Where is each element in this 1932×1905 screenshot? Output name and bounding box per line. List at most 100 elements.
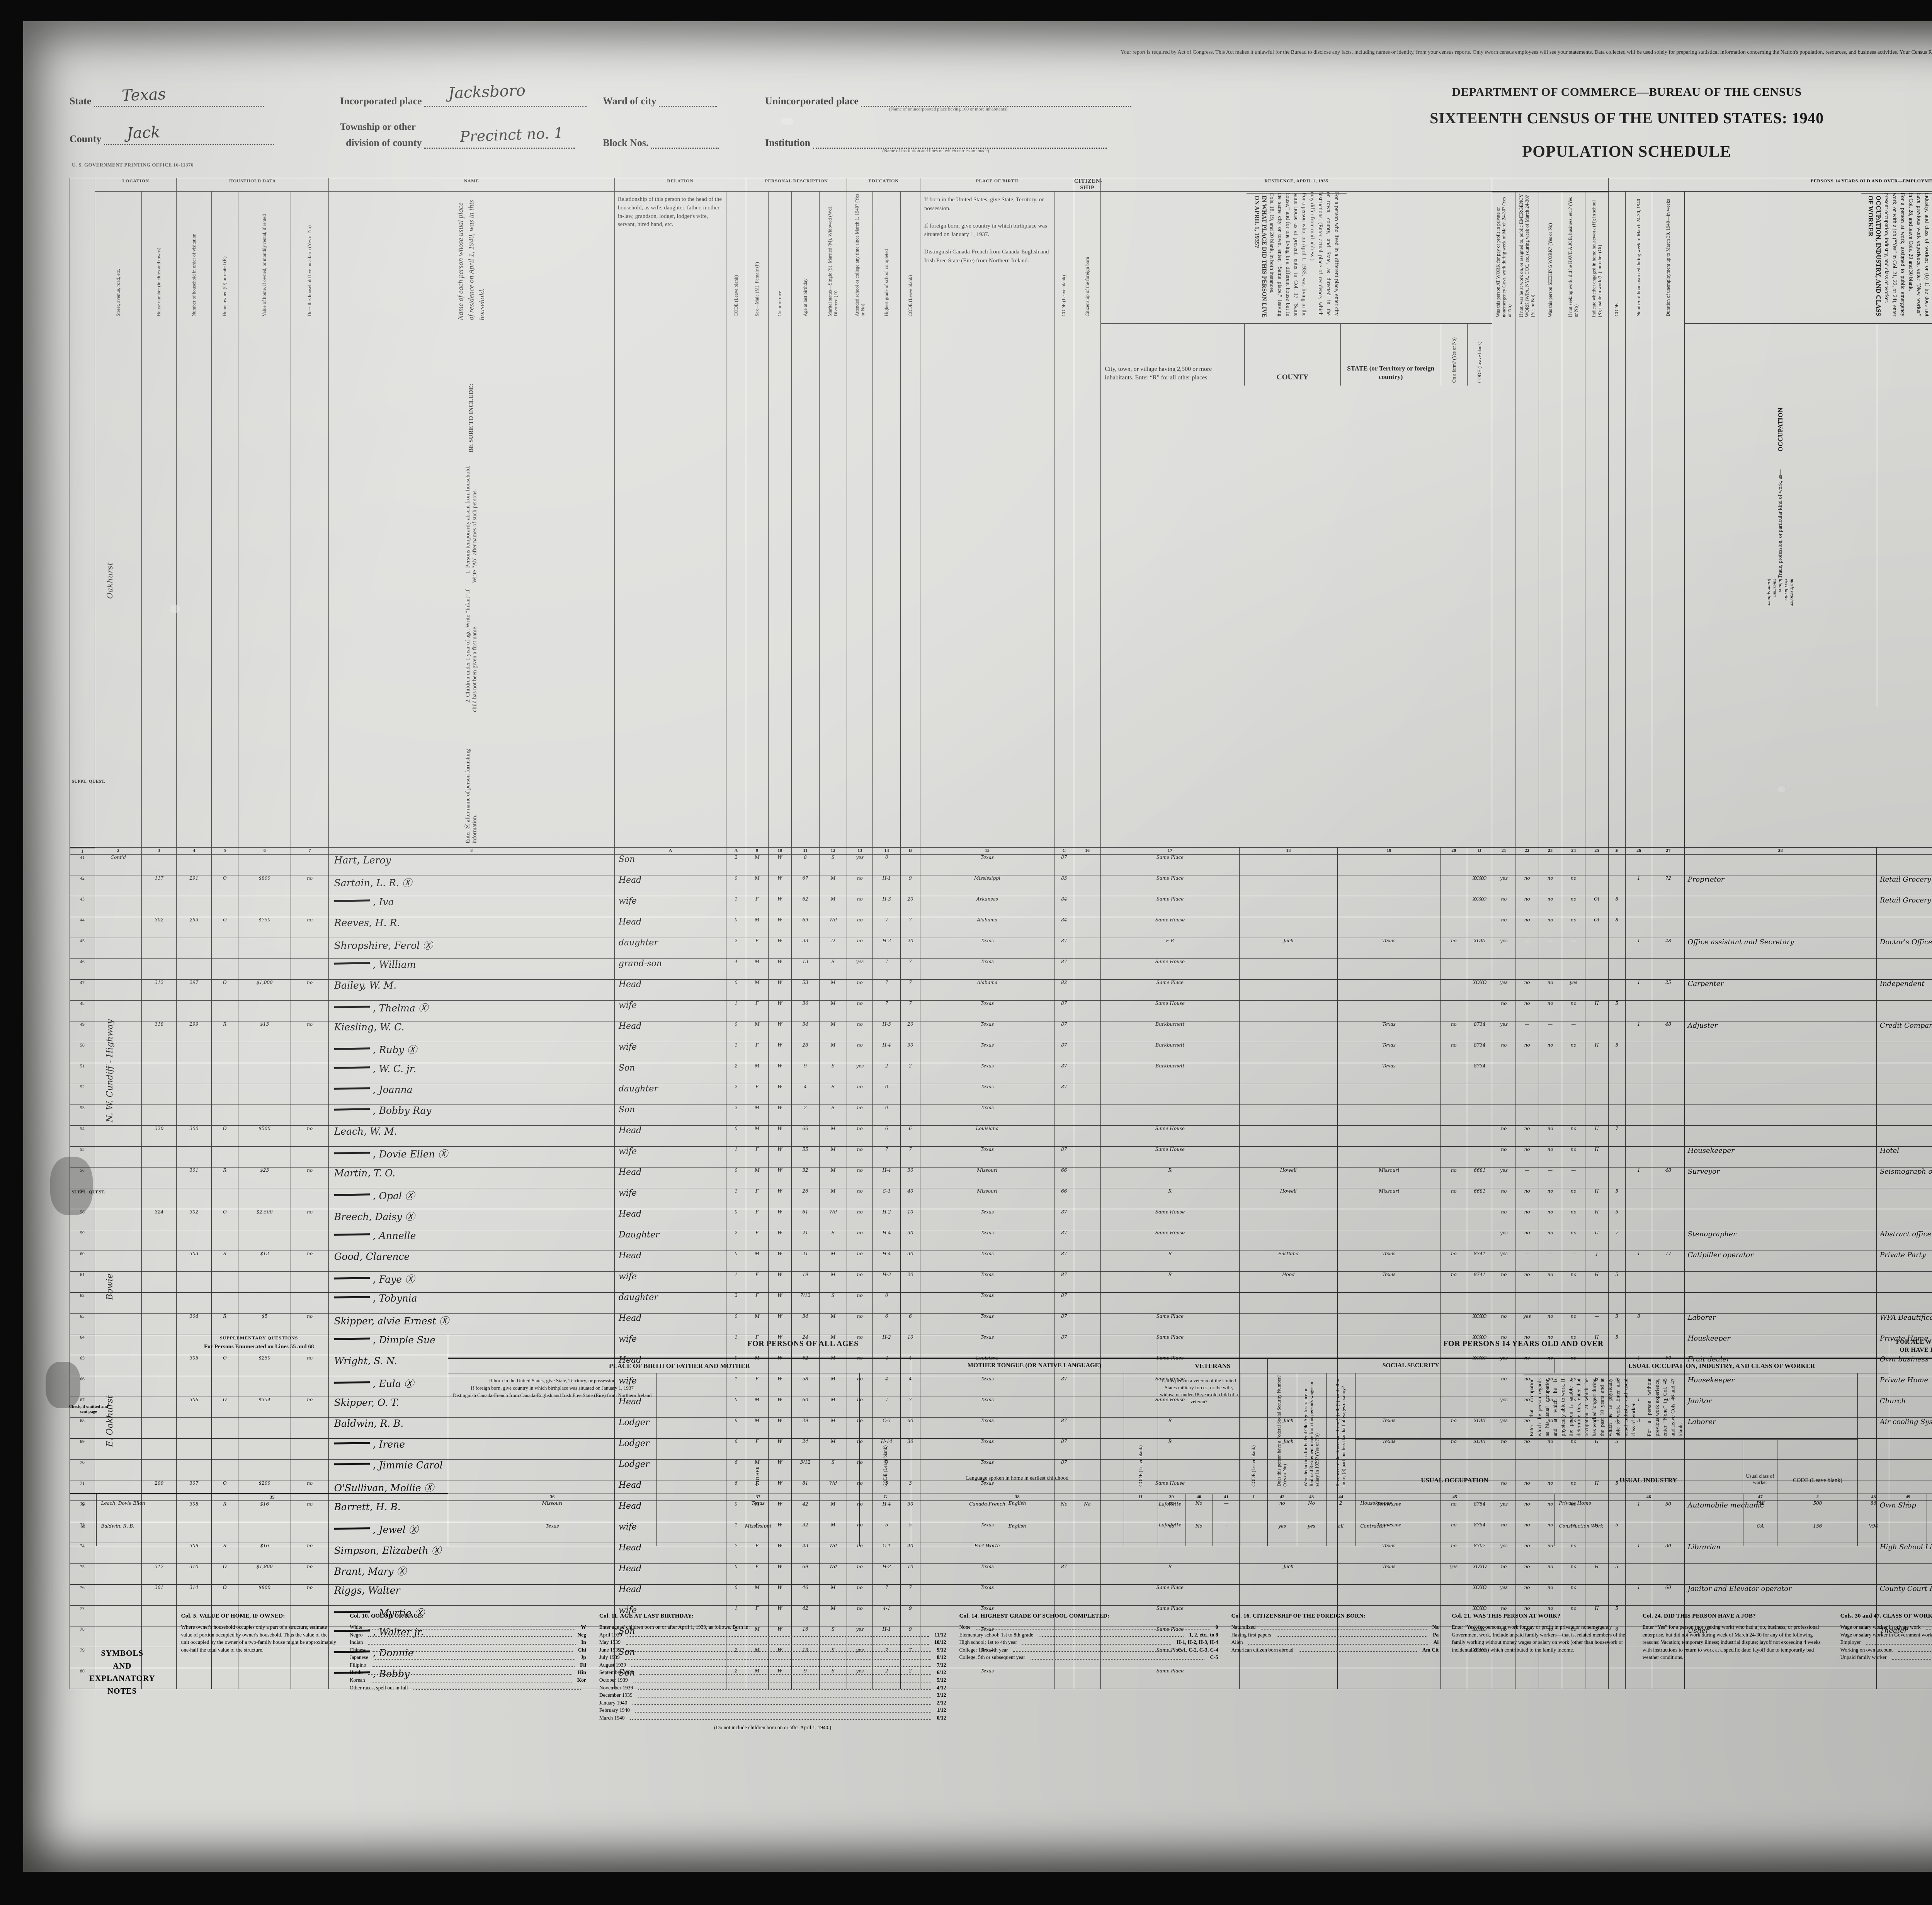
cell-street[interactable] (94, 1647, 142, 1668)
cell-ind[interactable]: Doctor's Office (1876, 937, 1932, 959)
cell-ms[interactable]: M (819, 1271, 847, 1293)
cell-q24[interactable]: no (1561, 1208, 1585, 1230)
cell-birth[interactable]: Texas (920, 1250, 1054, 1272)
cell-sex[interactable]: M (745, 875, 769, 896)
supp-cell-uocc[interactable]: Housekeeper (1355, 1500, 1554, 1524)
cell-q21[interactable]: yes (1492, 979, 1516, 1001)
cell-rel[interactable]: Head (614, 1125, 726, 1147)
cell-ind[interactable]: Independent (1876, 979, 1932, 1001)
cell-res18[interactable]: Eastland (1239, 1250, 1338, 1272)
cell-hh[interactable] (176, 1292, 212, 1314)
cell-res19[interactable] (1337, 1584, 1441, 1606)
cell-race[interactable]: W (768, 1062, 792, 1084)
cell-q25[interactable] (1585, 875, 1609, 896)
cell-grade[interactable]: 7 (872, 1584, 901, 1606)
cell-age[interactable]: 34 (791, 1313, 820, 1334)
cell-q24[interactable]: no (1561, 916, 1585, 938)
cell-ind[interactable] (1876, 1188, 1932, 1209)
cell-q25[interactable] (1585, 1292, 1609, 1314)
cell-sex[interactable]: M (745, 979, 769, 1001)
cell-q25[interactable]: H (1585, 1208, 1609, 1230)
cell-sch[interactable]: no (847, 916, 873, 938)
cell-res20[interactable] (1440, 1313, 1468, 1334)
cell-q24[interactable]: no (1561, 1605, 1585, 1626)
cell-q21[interactable]: no (1492, 1563, 1516, 1585)
cell-q23[interactable]: no (1538, 1313, 1562, 1334)
cell-own[interactable]: O (211, 1208, 239, 1230)
cell-occ[interactable] (1684, 1104, 1877, 1126)
cell-street[interactable] (94, 1042, 142, 1063)
cell-street[interactable] (94, 1104, 142, 1126)
cell-c[interactable]: 87 (1054, 1146, 1074, 1167)
cell-value[interactable] (238, 1062, 291, 1084)
cell-house[interactable] (141, 958, 177, 980)
cell-d[interactable] (1467, 1292, 1493, 1314)
cell-b[interactable]: 20 (900, 896, 920, 917)
cell-farm[interactable]: no (291, 1167, 329, 1188)
cell-cit[interactable] (1073, 916, 1101, 938)
cell-house[interactable]: 324 (141, 1208, 177, 1230)
supp-cell-j3[interactable] (1889, 1523, 1927, 1546)
table-row[interactable]: 53, Bobby RaySon2MW2Sno0Texas53 (70, 1104, 1932, 1126)
cell-q27[interactable] (1652, 896, 1685, 917)
cell-sch[interactable]: yes (847, 1062, 873, 1084)
cell-hh[interactable] (176, 1000, 212, 1021)
cell-res19[interactable] (1337, 1313, 1441, 1334)
cell-ind[interactable]: Retail Grocery Store (1876, 875, 1932, 896)
cell-grade[interactable]: H-3 (872, 937, 901, 959)
cell-q26[interactable] (1625, 854, 1653, 875)
cell-q27[interactable] (1652, 1292, 1685, 1314)
table-row[interactable]: 44 302 293 O $750 no Reeves, H. R. Head 0 M W 69 Wd n… (70, 916, 1932, 938)
cell-b[interactable]: 6 (900, 1125, 920, 1147)
cell-house[interactable] (141, 1271, 177, 1293)
cell-q23[interactable]: — (1538, 1021, 1562, 1042)
cell-occ[interactable]: Carpenter (1684, 979, 1877, 1001)
cell-a[interactable]: 4 (726, 958, 746, 980)
cell-res17[interactable]: Same Place (1100, 896, 1240, 917)
cell-a[interactable]: 0 (726, 1584, 746, 1606)
cell-house[interactable]: 117 (141, 875, 177, 896)
cell-occ[interactable]: Office assistant and Secretary (1684, 937, 1877, 959)
county-value[interactable]: Jack (126, 123, 161, 143)
supp-cell-uind[interactable]: Construction Work (1554, 1523, 1744, 1546)
cell-res20[interactable] (1440, 1125, 1468, 1147)
cell-res18[interactable] (1239, 1292, 1338, 1314)
cell-ind[interactable] (1876, 1647, 1932, 1668)
cell-name[interactable]: Shropshire, Ferol Ⓧ (328, 937, 615, 959)
cell-rel[interactable]: Head (614, 1313, 726, 1334)
cell-q24[interactable]: no (1561, 896, 1585, 917)
cell-q26[interactable] (1625, 1125, 1653, 1147)
cell-value[interactable] (238, 1292, 291, 1314)
cell-sex[interactable]: F (745, 1083, 769, 1105)
cell-c[interactable] (1054, 1647, 1074, 1668)
cell-q27[interactable] (1652, 1062, 1685, 1084)
cell-age[interactable]: 21 (791, 1229, 820, 1251)
cell-occ[interactable]: Housekeeper (1684, 1146, 1877, 1167)
cell-b[interactable] (900, 854, 920, 875)
cell-own[interactable] (211, 1626, 239, 1647)
cell-occ[interactable] (1684, 1292, 1877, 1314)
cell-q25[interactable]: H (1585, 1042, 1609, 1063)
cell-a[interactable]: 2 (726, 1292, 746, 1314)
cell-name[interactable]: Bailey, W. M. (328, 979, 615, 1001)
cell-q24[interactable]: no (1561, 1146, 1585, 1167)
cell-sex[interactable]: M (745, 1584, 769, 1606)
cell-q24[interactable] (1561, 1062, 1585, 1084)
supp-cell-name[interactable]: Leach, Dovie Ellen (96, 1500, 449, 1524)
cell-race[interactable]: W (768, 1271, 792, 1293)
cell-q21[interactable] (1492, 854, 1516, 875)
cell-res17[interactable]: Same House (1100, 1229, 1240, 1251)
cell-hh[interactable] (176, 937, 212, 959)
cell-res19[interactable] (1337, 1667, 1441, 1689)
cell-res18[interactable] (1239, 1021, 1338, 1042)
cell-b[interactable]: 7 (900, 1000, 920, 1021)
cell-ind[interactable] (1876, 916, 1932, 938)
cell-q21[interactable] (1492, 1062, 1516, 1084)
cell-res18[interactable] (1239, 1667, 1338, 1689)
cell-rel[interactable]: wife (614, 1042, 726, 1063)
